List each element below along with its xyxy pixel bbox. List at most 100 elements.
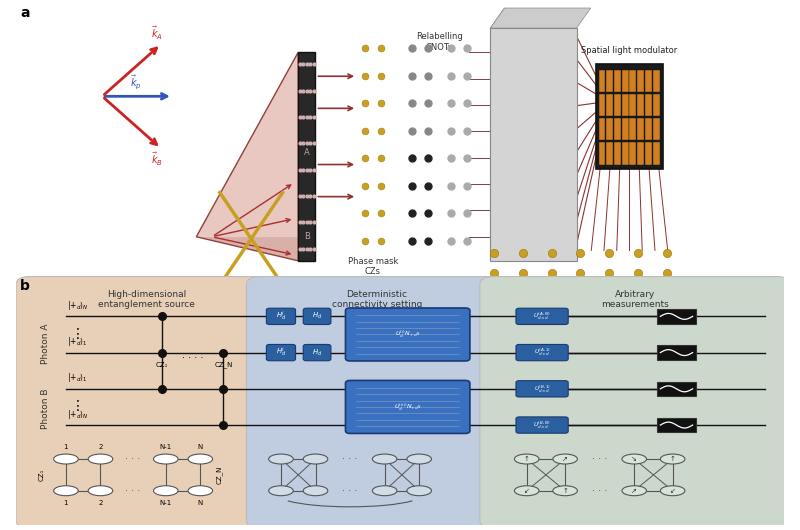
Text: High-dimensional
entanglement source: High-dimensional entanglement source	[98, 290, 195, 310]
FancyBboxPatch shape	[516, 417, 568, 433]
Text: $|{+_d}\rangle_N$: $|{+_d}\rangle_N$	[67, 408, 89, 420]
Text: N-1: N-1	[160, 500, 172, 506]
Text: $H_d^i$: $H_d^i$	[276, 346, 286, 359]
Text: $U_d^{(i)}N_{+d^N}$: $U_d^{(i)}N_{+d^N}$	[395, 329, 420, 340]
Bar	[606, 142, 614, 164]
Ellipse shape	[660, 486, 685, 496]
Text: 2: 2	[98, 500, 102, 506]
Bar	[598, 70, 606, 92]
Ellipse shape	[269, 486, 294, 496]
Text: Measurement plane: Measurement plane	[538, 306, 622, 315]
Bar	[645, 70, 652, 92]
Bar	[658, 418, 696, 432]
Ellipse shape	[660, 454, 685, 464]
Ellipse shape	[372, 454, 397, 464]
Polygon shape	[196, 52, 298, 237]
Bar	[638, 142, 644, 164]
Bar	[614, 70, 621, 92]
Polygon shape	[196, 237, 298, 261]
Text: · · ·: · · ·	[126, 454, 141, 464]
Text: $U_{d\times d}^{(A,N)}$: $U_{d\times d}^{(A,N)}$	[534, 311, 551, 322]
Text: $H_d^i$: $H_d^i$	[276, 310, 286, 323]
Text: 2: 2	[98, 444, 102, 450]
Ellipse shape	[54, 486, 78, 496]
Ellipse shape	[54, 454, 78, 464]
Bar	[653, 70, 660, 92]
Bar	[606, 94, 614, 117]
Text: $\vec{k}_p$: $\vec{k}_p$	[130, 74, 142, 92]
Bar	[630, 94, 637, 117]
Bar	[638, 118, 644, 140]
Ellipse shape	[269, 454, 294, 464]
Text: A: A	[304, 148, 310, 157]
Text: Photon B: Photon B	[41, 389, 50, 429]
Bar	[653, 118, 660, 140]
Bar	[630, 70, 637, 92]
Text: $\vec{k}_A$: $\vec{k}_A$	[151, 25, 162, 42]
FancyBboxPatch shape	[16, 277, 278, 528]
Text: ↑: ↑	[524, 456, 530, 462]
Text: a: a	[20, 6, 30, 21]
Ellipse shape	[553, 486, 578, 496]
Ellipse shape	[88, 454, 113, 464]
Bar	[645, 142, 652, 164]
Bar	[645, 94, 652, 117]
Ellipse shape	[514, 454, 539, 464]
Text: $H_d$: $H_d$	[312, 348, 322, 358]
Bar	[638, 70, 644, 92]
Ellipse shape	[303, 486, 328, 496]
Text: · · ·: · · ·	[342, 454, 358, 464]
Text: · · · ·: · · · ·	[182, 353, 203, 363]
Text: ↙: ↙	[524, 488, 530, 494]
Text: · · ·: · · ·	[592, 454, 607, 464]
Text: Spatial light modulator: Spatial light modulator	[582, 46, 678, 55]
Bar	[598, 94, 606, 117]
Ellipse shape	[188, 486, 213, 496]
Text: 1: 1	[64, 444, 68, 450]
Text: CZ₁: CZ₁	[156, 361, 168, 368]
Text: · · ·: · · ·	[126, 485, 141, 496]
Bar	[622, 142, 629, 164]
FancyBboxPatch shape	[480, 277, 790, 528]
Text: $\vec{k}_B$: $\vec{k}_B$	[151, 151, 163, 169]
Ellipse shape	[407, 486, 431, 496]
Bar	[645, 118, 652, 140]
Text: $|{+_d}\rangle_1$: $|{+_d}\rangle_1$	[67, 335, 88, 348]
Bar	[658, 346, 696, 360]
Polygon shape	[490, 8, 505, 261]
Bar	[630, 118, 637, 140]
Ellipse shape	[372, 486, 397, 496]
FancyBboxPatch shape	[303, 308, 331, 324]
FancyBboxPatch shape	[346, 308, 470, 361]
Bar	[658, 382, 696, 396]
Text: ↘: ↘	[631, 456, 637, 462]
Text: $|{+_d}\rangle_N$: $|{+_d}\rangle_N$	[67, 299, 89, 312]
Text: $|{+_d}\rangle_1$: $|{+_d}\rangle_1$	[67, 372, 88, 384]
Text: CZ_N: CZ_N	[214, 361, 233, 368]
Ellipse shape	[622, 486, 646, 496]
Bar	[598, 142, 606, 164]
FancyBboxPatch shape	[303, 344, 331, 361]
Text: ↙: ↙	[670, 488, 675, 494]
Text: $U_{d\times d}^{(B,N)}$: $U_{d\times d}^{(B,N)}$	[534, 419, 551, 431]
Text: ⋮: ⋮	[70, 328, 84, 341]
Bar	[630, 142, 637, 164]
Bar	[638, 94, 644, 117]
FancyBboxPatch shape	[266, 344, 295, 361]
Bar	[598, 118, 606, 140]
Polygon shape	[490, 8, 590, 28]
Ellipse shape	[407, 454, 431, 464]
Text: CZ_N: CZ_N	[216, 466, 222, 484]
Ellipse shape	[553, 454, 578, 464]
FancyBboxPatch shape	[516, 381, 568, 397]
Bar	[614, 118, 621, 140]
Text: ↑: ↑	[562, 488, 568, 494]
Bar	[622, 94, 629, 117]
FancyBboxPatch shape	[516, 344, 568, 361]
Bar	[490, 28, 577, 261]
Ellipse shape	[88, 486, 113, 496]
Ellipse shape	[622, 454, 646, 464]
Text: ↗: ↗	[631, 488, 637, 494]
Ellipse shape	[188, 454, 213, 464]
Text: b: b	[20, 279, 30, 293]
